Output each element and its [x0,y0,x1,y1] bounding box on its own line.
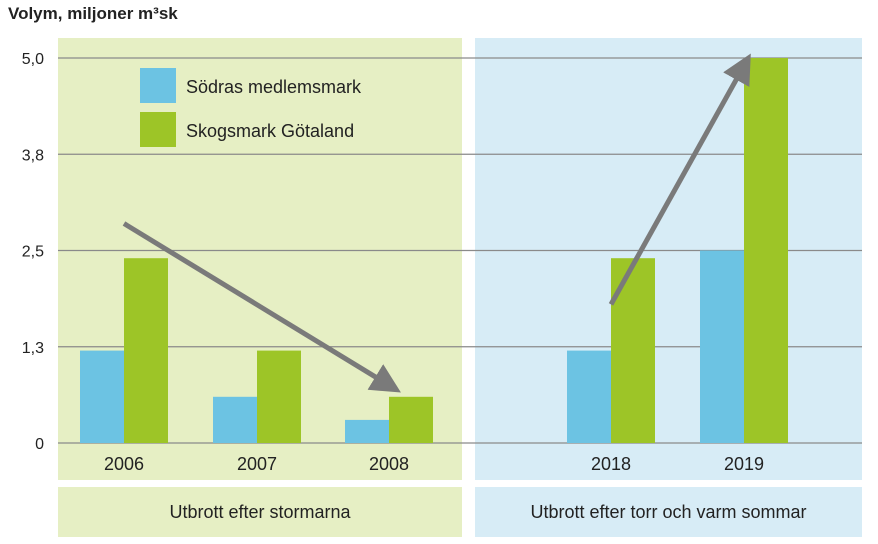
x-tick-label: 2018 [591,454,631,474]
bar-sodras-2006 [80,350,124,443]
x-tick-label: 2008 [369,454,409,474]
period-label-drought: Utbrott efter torr och varm sommar [530,501,807,522]
period-background-1 [475,487,862,537]
panel-background-1 [475,38,862,480]
y-tick-label: 5,0 [22,51,44,68]
bar-sodras-2018 [567,350,611,443]
bar-skogsmark-2019 [744,58,788,443]
x-tick-label: 2019 [724,454,764,474]
bar-skogsmark-2008 [389,396,433,443]
legend-swatch-1 [140,112,176,147]
bar-sodras-2019 [700,250,744,443]
y-tick-label: 1,3 [22,340,44,357]
y-tick-label: 3,8 [22,147,44,164]
trend-arrow-up [608,53,751,306]
y-tick-label: 2,5 [22,244,44,261]
x-tick-label: 2006 [104,454,144,474]
y-axis-title: Volym, miljoner m³sk [8,4,178,23]
x-tick-label: 2007 [237,454,277,474]
legend-label-1: Skogsmark Götaland [186,121,354,141]
bar-skogsmark-2006 [124,258,168,443]
legend-swatch-0 [140,68,176,103]
bar-skogsmark-2007 [257,350,301,443]
trend-arrow-down [122,221,401,393]
y-tick-label: 0 [35,436,44,453]
bar-sodras-2008 [345,419,389,443]
period-label-storms: Utbrott efter stormarna [169,501,351,522]
bar-skogsmark-2018 [611,258,655,443]
legend-label-0: Södras medlemsmark [186,77,362,97]
bar-sodras-2007 [213,396,257,443]
period-background-0 [58,487,462,537]
